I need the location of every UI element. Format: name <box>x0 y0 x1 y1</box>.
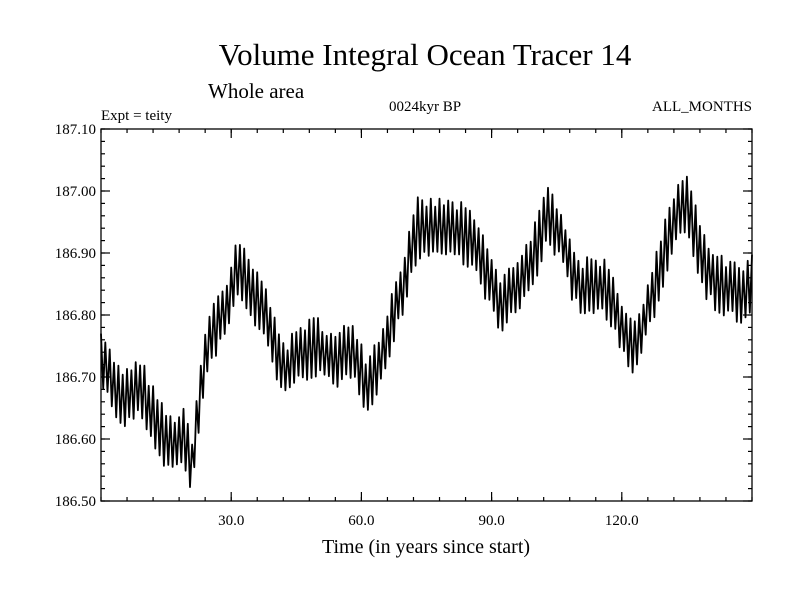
annotation-months: ALL_MONTHS <box>652 99 752 115</box>
x-tick-label: 120.0 <box>605 513 639 529</box>
y-tick-label: 187.10 <box>55 122 96 138</box>
y-tick-label: 186.50 <box>55 494 96 510</box>
series-line-tracer14 <box>100 175 753 488</box>
y-tick-label: 186.90 <box>55 246 96 262</box>
y-tick-label: 187.00 <box>55 184 96 200</box>
chart-subtitle: Whole area <box>208 79 305 103</box>
y-tick-label: 186.70 <box>55 370 96 386</box>
annotation-experiment: Expt = teity <box>101 108 172 124</box>
axis-tick-labels: 186.50 186.60 186.70 186.80 186.90 187.00 187.… <box>55 122 639 529</box>
plot-frame <box>100 128 753 502</box>
annotation-period: 0024kyr BP <box>389 99 461 115</box>
y-tick-label: 186.80 <box>55 308 96 324</box>
x-tick-label: 60.0 <box>348 513 374 529</box>
chart-title: Volume Integral Ocean Tracer 14 <box>219 37 632 72</box>
x-tick-label: 30.0 <box>218 513 244 529</box>
x-tick-label: 90.0 <box>478 513 504 529</box>
x-axis-label: Time (in years since start) <box>322 536 530 558</box>
y-tick-label: 186.60 <box>55 432 96 448</box>
